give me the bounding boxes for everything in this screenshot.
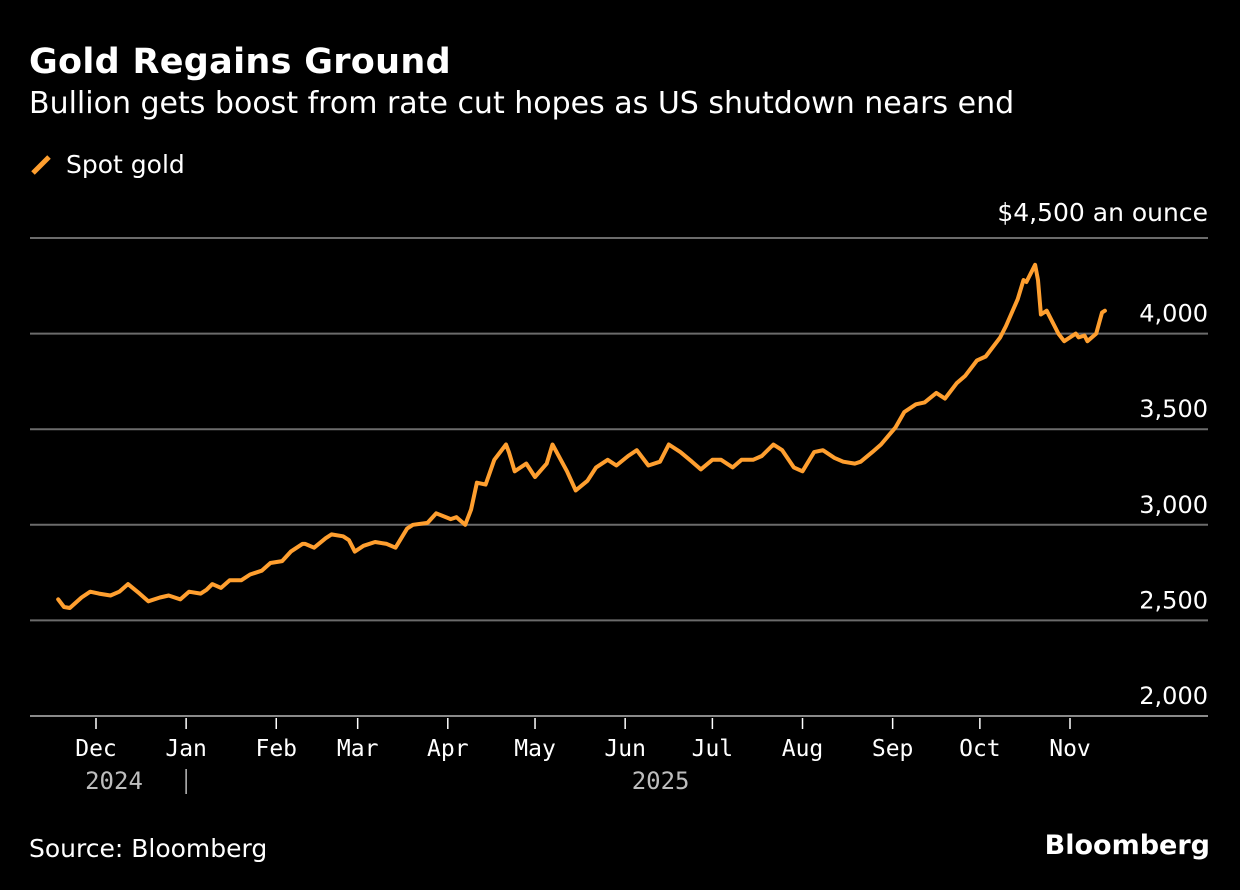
source-note: Source: Bloomberg [29, 834, 268, 863]
x-tick-label-jan: Jan [165, 736, 207, 762]
series-line-spot-gold [56, 262, 1107, 610]
x-tick-label-apr: Apr [427, 736, 469, 762]
x-tick-label-jun: Jun [604, 736, 646, 762]
year-label-2025: 2025 [632, 767, 690, 795]
legend-swatch-spot-gold [31, 154, 51, 175]
x-tick-label-feb: Feb [255, 736, 297, 762]
y-tick-label-2500: 2,500 [1139, 586, 1208, 614]
x-tick-label-oct: Oct [959, 736, 1001, 762]
y-axis-unit-label: $4,500 an ounce [997, 198, 1208, 227]
legend: Spot gold [30, 150, 185, 179]
x-tick-label-jul: Jul [692, 736, 734, 762]
legend-label-spot-gold: Spot gold [66, 150, 185, 179]
chart-subtitle: Bullion gets boost from rate cut hopes a… [29, 86, 1015, 121]
x-tick-label-nov: Nov [1049, 736, 1091, 762]
y-tick-label-3500: 3,500 [1139, 395, 1208, 423]
x-tick-label-sep: Sep [872, 736, 914, 762]
bloomberg-logo: Bloomberg [1044, 830, 1210, 861]
x-tick-label-may: May [514, 736, 556, 762]
x-tick-label-aug: Aug [782, 736, 824, 762]
y-tick-label-4000: 4,000 [1139, 300, 1208, 328]
y-tick-label-2000: 2,000 [1139, 682, 1208, 710]
x-tick-label-mar: Mar [337, 736, 379, 762]
y-tick-label-3000: 3,000 [1139, 491, 1208, 519]
x-tick-label-dec: Dec [75, 736, 117, 762]
year-label-2024: 2024 [85, 767, 143, 795]
chart-title: Gold Regains Ground [29, 42, 451, 82]
